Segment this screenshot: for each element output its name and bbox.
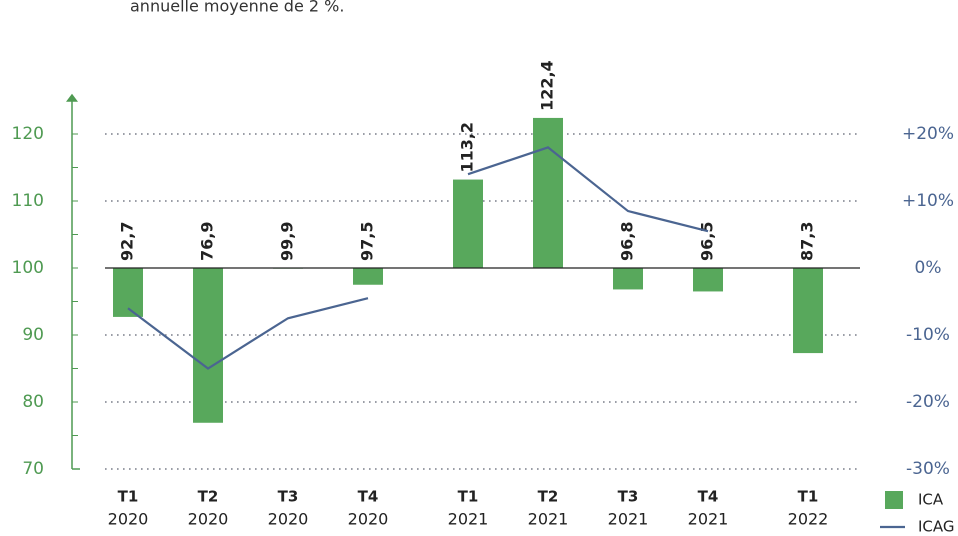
bar — [193, 268, 223, 423]
y2-tick-label: -30% — [906, 459, 950, 479]
legend-label: ICA — [918, 491, 944, 509]
y-tick-label: 110 — [12, 191, 44, 211]
x-tick-year: 2021 — [448, 510, 489, 529]
value-label: 99,9 — [278, 222, 297, 261]
x-tick-quarter: T2 — [538, 488, 559, 506]
y2-tick-label: -20% — [906, 392, 950, 412]
note: annuelle moyenne de 2 %. — [130, 0, 344, 16]
y-tick-label: 100 — [12, 258, 44, 278]
y2-tick-label: 0% — [915, 258, 942, 278]
value-label: 97,5 — [358, 222, 377, 261]
x-tick-quarter: T3 — [278, 488, 299, 506]
x-tick-quarter: T4 — [358, 488, 379, 506]
value-label: 113,2 — [458, 122, 477, 173]
x-tick-year: 2021 — [688, 510, 729, 529]
x-tick-quarter: T1 — [798, 488, 819, 506]
bar — [533, 117, 563, 268]
value-label: 96,8 — [618, 222, 637, 261]
bar — [793, 268, 823, 354]
value-label: 96,5 — [698, 222, 717, 261]
x-tick-year: 2021 — [608, 510, 649, 529]
y-tick-label: 90 — [22, 325, 44, 345]
bar — [453, 179, 483, 268]
y-tick-label: 120 — [12, 124, 44, 144]
x-tick-year: 2020 — [108, 510, 149, 529]
x-tick-year: 2022 — [788, 510, 829, 529]
x-tick-year: 2021 — [528, 510, 569, 529]
x-tick-quarter: T3 — [618, 488, 639, 506]
x-tick-quarter: T1 — [458, 488, 479, 506]
x-tick-year: 2020 — [188, 510, 229, 529]
bar — [353, 268, 383, 285]
x-tick-quarter: T2 — [198, 488, 219, 506]
y-axis-arrow — [66, 93, 78, 102]
y2-tick-label: +10% — [902, 191, 954, 211]
y2-tick-label: +20% — [902, 124, 954, 144]
x-tick-year: 2020 — [348, 510, 389, 529]
value-label: 76,9 — [198, 222, 217, 261]
y-tick-label: 80 — [22, 392, 44, 412]
bar — [613, 268, 643, 290]
y-tick-label: 70 — [22, 459, 44, 479]
x-tick-year: 2020 — [268, 510, 309, 529]
x-tick-quarter: T4 — [698, 488, 719, 506]
y2-tick-label: -10% — [906, 325, 950, 345]
bar — [693, 268, 723, 292]
value-label: 92,7 — [118, 222, 137, 261]
legend-label: ICAG — [918, 518, 955, 536]
x-tick-quarter: T1 — [118, 488, 139, 506]
line — [127, 146, 709, 370]
value-label: 87,3 — [798, 222, 817, 261]
legend-swatch — [885, 491, 903, 509]
value-label: 122,4 — [538, 60, 557, 111]
